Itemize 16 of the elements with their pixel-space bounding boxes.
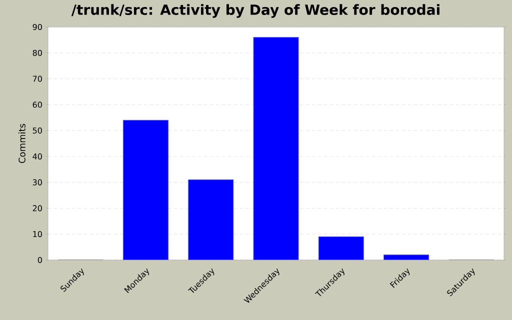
bar	[188, 179, 234, 260]
y-tick-label: 90	[32, 24, 42, 30]
y-tick-label: 10	[33, 231, 42, 238]
y-tick-label: 30	[32, 179, 42, 186]
chart-title: /trunk/src: Activity by Day of Week for borodai	[71, 4, 440, 18]
y-tick-label: 20	[32, 205, 42, 212]
bar	[253, 37, 299, 260]
y-tick-label: 50	[32, 128, 42, 134]
y-tick-label: 70	[32, 76, 42, 82]
y-tick-label: 60	[32, 102, 42, 108]
y-tick-label: 40	[32, 153, 42, 160]
y-tick-label: 80	[32, 50, 42, 56]
y-tick-label: 0	[38, 256, 42, 264]
y-axis-title: Commits	[18, 124, 26, 164]
bar	[123, 120, 168, 260]
bar	[318, 236, 364, 260]
